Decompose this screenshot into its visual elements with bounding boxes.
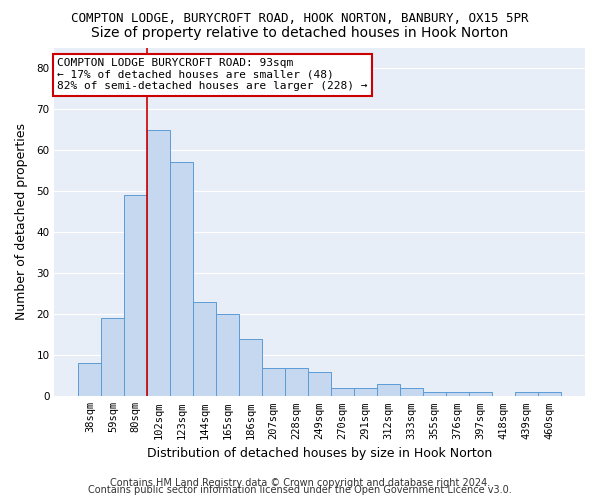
Bar (354, 388, 377, 396)
Bar (469, 392, 492, 396)
X-axis label: Distribution of detached houses by size in Hook Norton: Distribution of detached houses by size … (147, 447, 492, 460)
Bar (193, 302, 216, 396)
Bar (538, 392, 561, 396)
Text: COMPTON LODGE, BURYCROFT ROAD, HOOK NORTON, BANBURY, OX15 5PR: COMPTON LODGE, BURYCROFT ROAD, HOOK NORT… (71, 12, 529, 26)
Bar (285, 368, 308, 396)
Bar (216, 314, 239, 396)
Text: Contains HM Land Registry data © Crown copyright and database right 2024.: Contains HM Land Registry data © Crown c… (110, 478, 490, 488)
Text: COMPTON LODGE BURYCROFT ROAD: 93sqm
← 17% of detached houses are smaller (48)
82: COMPTON LODGE BURYCROFT ROAD: 93sqm ← 17… (57, 58, 367, 91)
Bar (101, 318, 124, 396)
Bar (239, 339, 262, 396)
Bar (262, 368, 285, 396)
Y-axis label: Number of detached properties: Number of detached properties (15, 124, 28, 320)
Text: Contains public sector information licensed under the Open Government Licence v3: Contains public sector information licen… (88, 485, 512, 495)
Bar (331, 388, 354, 396)
Bar (148, 130, 170, 396)
Bar (377, 384, 400, 396)
Bar (308, 372, 331, 396)
Bar (124, 195, 148, 396)
Bar (423, 392, 446, 396)
Bar (446, 392, 469, 396)
Bar (170, 162, 193, 396)
Bar (515, 392, 538, 396)
Text: Size of property relative to detached houses in Hook Norton: Size of property relative to detached ho… (91, 26, 509, 40)
Bar (400, 388, 423, 396)
Bar (79, 364, 101, 396)
